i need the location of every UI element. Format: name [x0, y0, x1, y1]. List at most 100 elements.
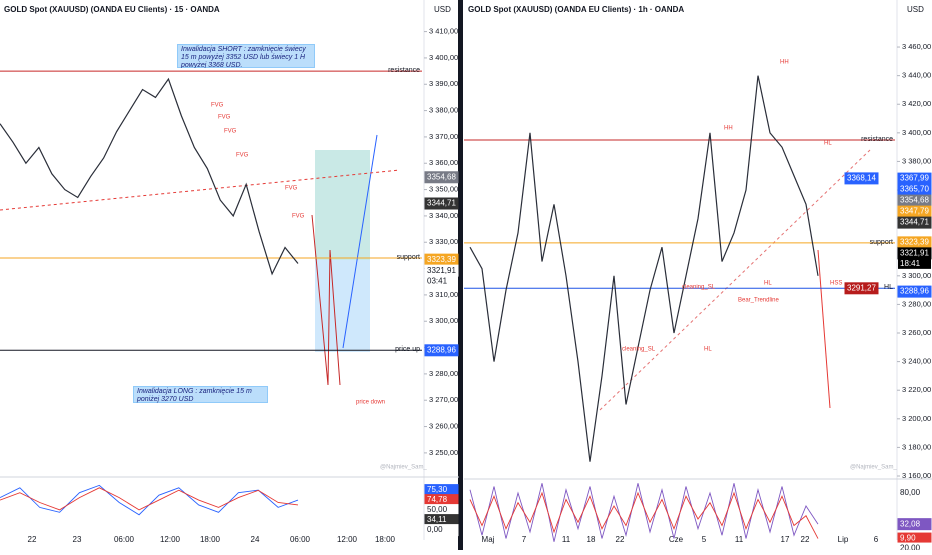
- projection-arrow: [342, 134, 378, 349]
- time-label: 18:00: [200, 535, 221, 544]
- long-target-zone: [315, 150, 370, 260]
- price-tag-time-bg: [898, 258, 931, 269]
- price-tag: [424, 344, 459, 357]
- annotation-box: Inwalidacja LONG : zamknięcie 15 m poniż…: [133, 386, 268, 403]
- osc-tag-label: 80,00: [900, 488, 921, 497]
- y-tick-label: 3 270,00: [429, 395, 458, 404]
- price-line: [0, 77, 299, 276]
- time-label: 11: [735, 535, 744, 544]
- y-tick-label: 3 440,00: [902, 71, 931, 80]
- y-tick-label: 3 330,00: [429, 237, 458, 246]
- time-label: 12:00: [160, 535, 181, 544]
- annotation: @Najmiev_Sam_: [380, 465, 427, 471]
- time-label: 24: [251, 535, 260, 544]
- price-tag: [897, 285, 932, 298]
- price-tag-label: 3344,71: [900, 218, 929, 227]
- price-tag-label: 3354,68: [427, 172, 456, 181]
- annotation: FVG: [211, 103, 224, 109]
- annotation: HSS: [830, 281, 842, 287]
- time-label: 22: [616, 535, 625, 544]
- osc-tag-label: 50,00: [427, 505, 448, 514]
- time-label: 23: [73, 535, 82, 544]
- osc-tag: [897, 518, 932, 531]
- y-tick-label: 3 160,00: [902, 471, 931, 480]
- y-tick-label: 3 220,00: [902, 385, 931, 394]
- osc-tag-label: 32,08: [900, 519, 921, 528]
- annotation: FVG: [285, 186, 298, 192]
- annotation: HL: [764, 281, 772, 287]
- annotation: HH: [724, 126, 733, 132]
- time-label: 22: [28, 535, 37, 544]
- osc-tag-label: 75,30: [427, 485, 448, 494]
- price-line: [469, 75, 819, 462]
- chart-title: GOLD Spot (XAUUSD) (OANDA EU Clients) · …: [468, 5, 684, 14]
- y-tick-label: 3 360,00: [429, 158, 458, 167]
- time-label: 06:00: [290, 535, 311, 544]
- annotation: Bear_Trendline: [738, 298, 779, 304]
- y-tick-label: 3 420,00: [902, 99, 931, 108]
- annotation: price down: [356, 400, 385, 406]
- osc-tag: [897, 487, 932, 499]
- annotation: cleaning_SL: [682, 285, 716, 291]
- price-tag-label: 3367,99: [900, 174, 929, 183]
- y-tick-label: 3 200,00: [902, 414, 931, 423]
- time-label: 12:00: [337, 535, 358, 544]
- time-label: 06:00: [114, 535, 135, 544]
- trendline: [599, 149, 871, 411]
- price-tag-label: 3354,68: [900, 196, 929, 205]
- price-tag-label: 3323,39: [900, 237, 929, 246]
- line-tag: [844, 172, 879, 185]
- price-tag-label: 3288,96: [900, 287, 929, 296]
- y-tick-label: 3 400,00: [429, 53, 458, 62]
- level-label: resistance: [861, 136, 893, 143]
- annotation: HL: [824, 141, 832, 147]
- y-tick-label: 3 310,00: [429, 290, 458, 299]
- annotation: FVG: [292, 214, 305, 220]
- price-tag-label: 3321,91: [900, 248, 929, 257]
- osc-tag-label: 9,90: [900, 534, 916, 543]
- price-tag-time: 18:41: [900, 259, 921, 268]
- y-tick-label: 3 280,00: [429, 369, 458, 378]
- projection-arrow: [311, 214, 341, 386]
- y-tick-label: 3 380,00: [429, 106, 458, 115]
- level-label: support: [870, 239, 893, 246]
- level-label: support: [397, 254, 420, 261]
- time-label: 18:00: [375, 535, 396, 544]
- annotation-box: Inwalidacja SHORT : zamknięcie świecy 15…: [177, 44, 315, 68]
- y-tick-label: 3 340,00: [429, 211, 458, 220]
- annotation: cleaning_SL: [622, 347, 656, 353]
- price-tag-label: 3344,71: [427, 199, 456, 208]
- time-label: 17: [781, 535, 790, 544]
- annotation: @Najmiev_Sam_: [850, 465, 897, 471]
- osc-tag-label: 74,78: [427, 495, 448, 504]
- y-tick-label: 3 460,00: [902, 42, 931, 51]
- long-stop-zone: [315, 260, 370, 352]
- y-tick-label: 3 410,00: [429, 27, 458, 36]
- line-tag: [844, 282, 879, 295]
- osc-tag: [424, 524, 459, 537]
- price-tag-label: 3288,96: [427, 345, 456, 354]
- osc-tag-label: 20,00: [900, 544, 921, 550]
- currency: USD: [907, 5, 924, 14]
- price-tag-label: 3321,91: [427, 266, 456, 275]
- annotation: FVG: [218, 115, 231, 121]
- time-label: 22: [801, 535, 810, 544]
- price-tag: [897, 216, 932, 229]
- annotation: FVG: [236, 153, 249, 159]
- y-tick-label: 3 400,00: [902, 128, 931, 137]
- y-tick-label: 3 390,00: [429, 79, 458, 88]
- level-label: HL: [884, 284, 893, 291]
- price-tag-time-bg: [425, 276, 458, 287]
- y-tick-label: 3 300,00: [429, 316, 458, 325]
- osc-tag-label: 0,00: [427, 525, 443, 534]
- annotation: FVG: [224, 129, 237, 135]
- y-tick-label: 3 380,00: [902, 156, 931, 165]
- oscillator-line: [469, 491, 819, 539]
- time-label: Maj: [482, 535, 495, 544]
- price-tag-label: 3347,79: [900, 207, 929, 216]
- price-tag: [424, 171, 459, 184]
- y-tick-label: 3 300,00: [902, 271, 931, 280]
- panel-divider: [458, 0, 463, 550]
